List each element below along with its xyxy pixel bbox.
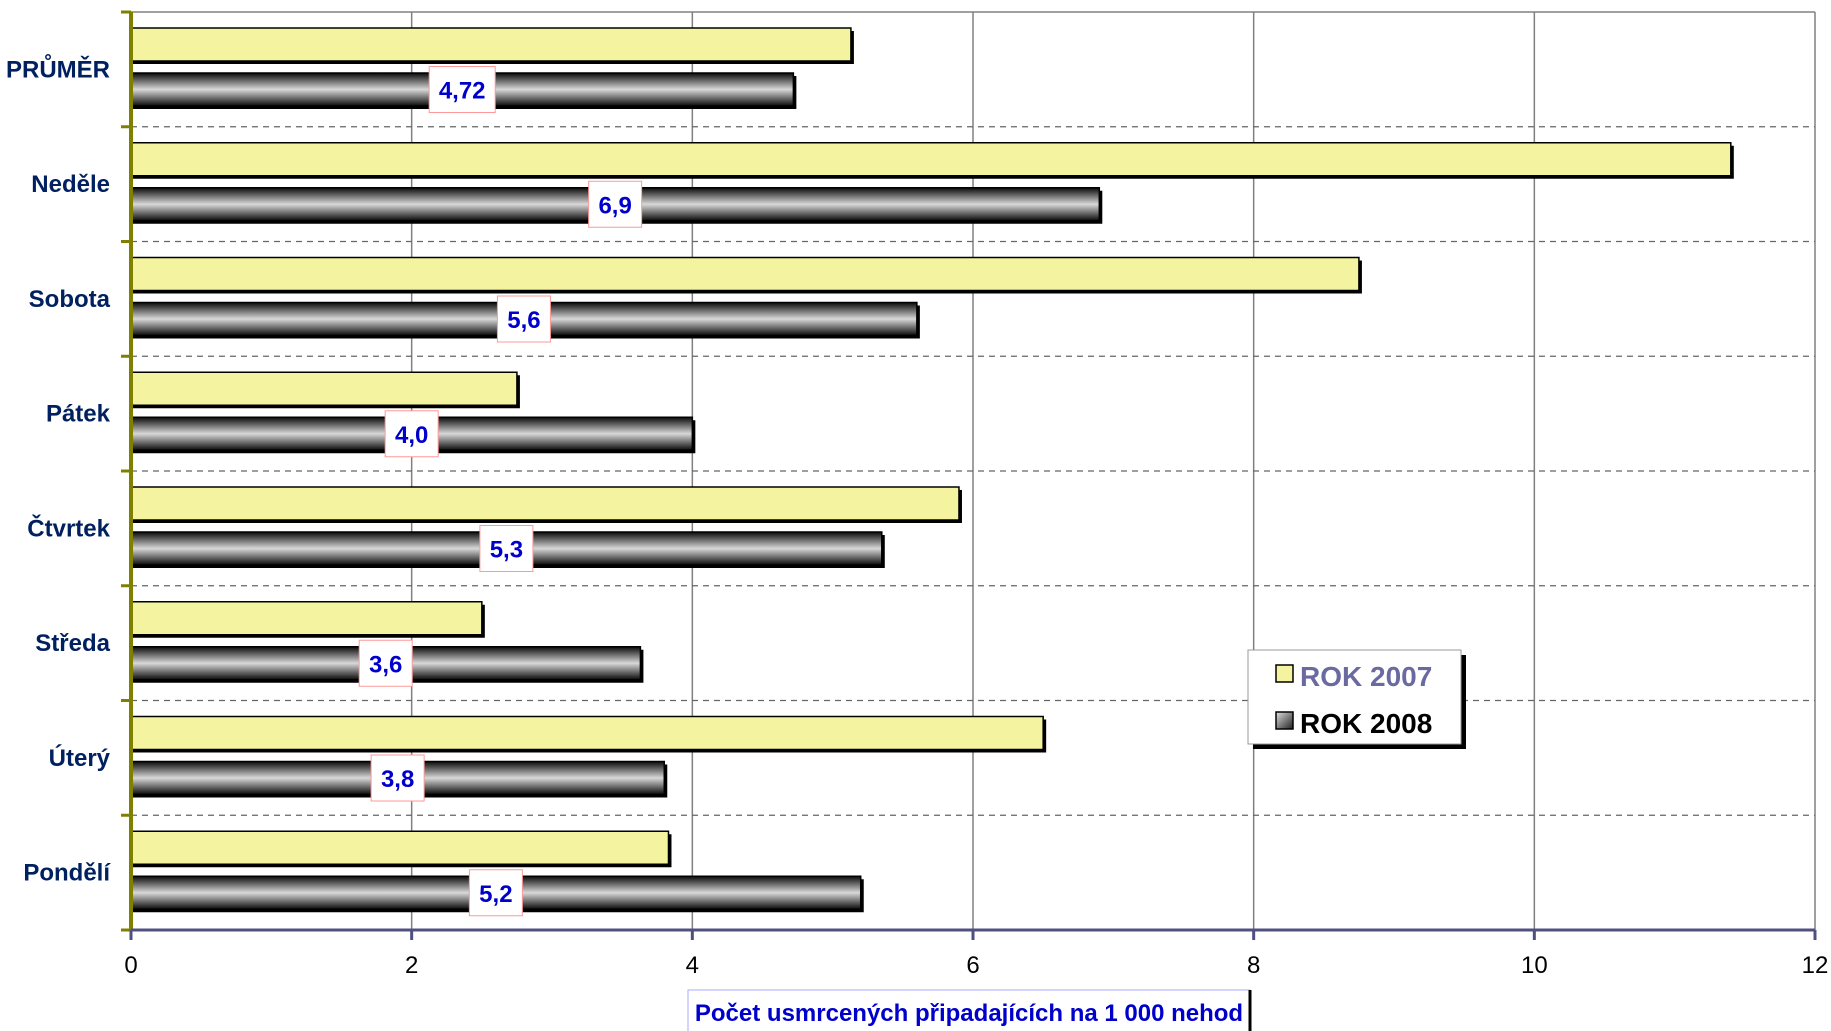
- category-label: Čtvrtek: [27, 514, 110, 542]
- category-label: Sobota: [29, 286, 111, 313]
- x-tick-label: 8: [1247, 952, 1260, 979]
- category-label: PRŮMĚR: [6, 53, 110, 83]
- data-label: 3,8: [381, 766, 414, 793]
- x-tick-label: 6: [966, 952, 979, 979]
- bar-2007: [130, 256, 1360, 292]
- category-label: Pátek: [46, 401, 111, 428]
- x-tick-label: 4: [686, 952, 699, 979]
- labels: 4,72 PRŮMĚR 6,9 Neděle 5,6 Sobota 4,0 Pátek 5,3 Č…: [6, 53, 1828, 979]
- category-label: Středa: [35, 630, 110, 657]
- legend-label-2008: ROK 2008: [1300, 708, 1432, 739]
- data-label: 6,9: [598, 192, 631, 219]
- bar-2007: [130, 371, 518, 406]
- data-label-box: [370, 754, 425, 802]
- x-axis-title: Počet usmrcených připadajících na 1 000 …: [687, 989, 1252, 1031]
- data-label-box: [588, 180, 643, 228]
- bar-2007: [130, 715, 1044, 751]
- data-label-box: [358, 639, 413, 687]
- legend-swatch-2007: [1275, 664, 1294, 683]
- category-label: Neděle: [31, 171, 110, 198]
- bar-2007: [130, 27, 852, 62]
- x-tick-label: 10: [1521, 952, 1548, 979]
- x-tick-label: 2: [405, 952, 418, 979]
- data-label-box: [468, 869, 523, 917]
- data-label-box: [479, 525, 534, 572]
- x-tick-label: 12: [1802, 952, 1829, 979]
- data-label: 3,6: [369, 651, 402, 678]
- data-label: 5,6: [507, 307, 540, 334]
- grid: [131, 11, 1816, 930]
- x-axis-title-text: Počet usmrcených připadajících na 1 000 …: [695, 1000, 1243, 1027]
- data-label-box: [428, 66, 496, 113]
- data-label-box: [496, 295, 551, 343]
- data-label: 5,3: [490, 537, 523, 564]
- data-label-box: [384, 410, 439, 458]
- legend-swatch-2008: [1275, 711, 1294, 730]
- data-label: 5,2: [479, 881, 512, 908]
- x-axis-title-box: [687, 989, 1251, 1031]
- bar-2007: [130, 830, 670, 865]
- axes: [121, 10, 1817, 940]
- bar-2007: [130, 486, 960, 521]
- data-label: 4,72: [439, 78, 486, 105]
- data-label: 4,0: [395, 422, 428, 449]
- legend: ROK 2007 ROK 2008: [1247, 649, 1466, 749]
- bar-2007: [130, 601, 483, 636]
- category-label: Úterý: [49, 744, 111, 772]
- bar-2007: [130, 142, 1732, 177]
- legend-label-2007: ROK 2007: [1300, 661, 1432, 692]
- category-label: Pondělí: [23, 860, 111, 887]
- x-tick-label: 0: [124, 952, 137, 979]
